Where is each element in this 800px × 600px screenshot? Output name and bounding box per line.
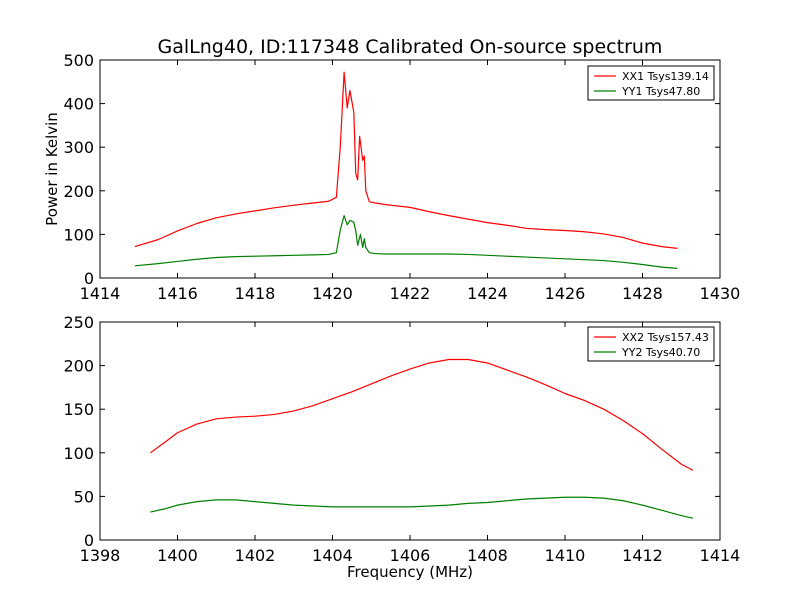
x-tick-label-0-0: 1414	[80, 284, 121, 303]
legend-box-1	[587, 326, 715, 362]
x-tick-label-1-6: 1410	[545, 546, 586, 565]
legend-label-0-0: XX1 Tsys139.14	[622, 70, 709, 83]
y-tick-label-1-1: 50	[74, 487, 94, 506]
top-panel: 1414 1416 1418 1420 1422 1424 1426 1428 1430 0 100…	[43, 51, 740, 303]
y-tick-label-1-0: 0	[84, 531, 94, 550]
x-tick-label-0-4: 1422	[390, 284, 431, 303]
y-tick-label-1-5: 250	[63, 313, 94, 332]
legend-label-0-1: YY1 Tsys47.80	[621, 85, 700, 98]
x-tick-label-0-2: 1418	[235, 284, 276, 303]
x-tick-label-1-8: 1414	[700, 546, 741, 565]
y-tick-label-0-1: 100	[63, 225, 94, 244]
series-line-0-0	[134, 71, 678, 249]
y-tick-label-0-5: 500	[63, 51, 94, 70]
bottom-panel: 1398 1400 1402 1404 1406 1408 1410 1412 1414 0 50 1…	[63, 313, 740, 581]
series-line-0-1	[134, 215, 678, 270]
x-tick-label-1-5: 1408	[467, 546, 508, 565]
legend-box-0	[587, 65, 715, 101]
series-line-1-0	[150, 358, 694, 471]
x-tick-label-1-1: 1400	[157, 546, 198, 565]
y-tick-label-0-4: 400	[63, 95, 94, 114]
x-tick-label-0-7: 1428	[622, 284, 663, 303]
x-tick-label-0-1: 1416	[157, 284, 198, 303]
legend-label-1-0: XX2 Tsys157.43	[622, 331, 709, 344]
x-tick-label-0-8: 1430	[700, 284, 741, 303]
chart-title: GalLng40, ID:117348 Calibrated On-source…	[158, 36, 663, 58]
x-tick-label-1-3: 1404	[312, 546, 353, 565]
x-tick-label-0-5: 1424	[467, 284, 508, 303]
y-tick-label-0-3: 300	[63, 138, 94, 157]
y-axis-label-0: Power in Kelvin	[43, 112, 61, 226]
y-tick-label-0-0: 0	[84, 269, 94, 288]
y-tick-label-0-2: 200	[63, 182, 94, 201]
x-axis-label-1: Frequency (MHz)	[347, 563, 473, 581]
y-tick-label-1-4: 200	[63, 357, 94, 376]
y-tick-label-1-3: 150	[63, 400, 94, 419]
series-line-1-1	[150, 496, 694, 519]
x-tick-label-0-6: 1426	[545, 284, 586, 303]
x-tick-label-0-3: 1420	[312, 284, 353, 303]
x-tick-label-1-2: 1402	[235, 546, 276, 565]
x-tick-label-1-4: 1406	[390, 546, 431, 565]
x-tick-label-1-7: 1412	[622, 546, 663, 565]
legend-label-1-1: YY2 Tsys40.70	[621, 346, 700, 359]
y-tick-label-1-2: 100	[63, 444, 94, 463]
x-tick-label-1-0: 1398	[80, 546, 121, 565]
